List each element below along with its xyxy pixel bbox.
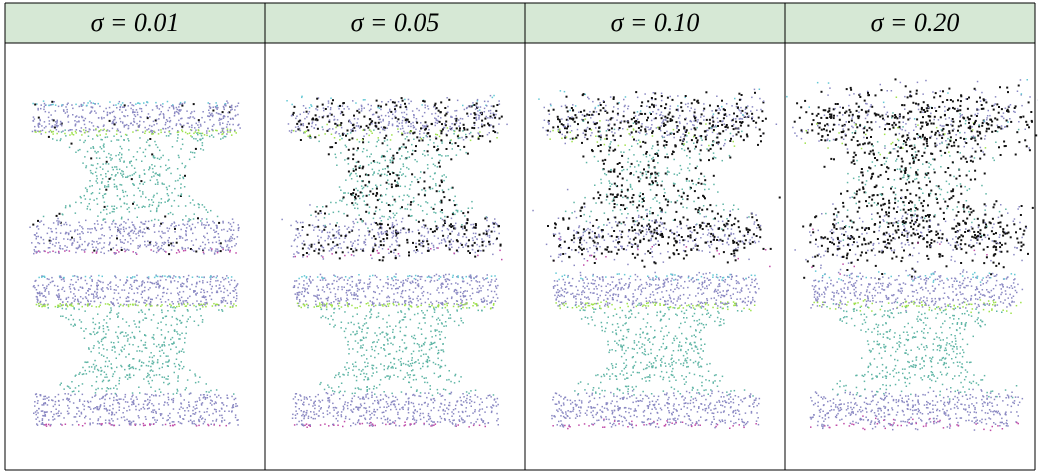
noisy-point-cloud (281, 95, 507, 262)
noisy-point-cloud (779, 78, 1038, 280)
comparison-table: σ = 0.01 σ = 0.05 σ = 0.10 σ = 0.20 (0, 0, 1038, 472)
noisy-point-cloud (532, 89, 777, 268)
denoised-point-cloud (292, 273, 499, 428)
header-cell: σ = 0.20 (871, 8, 960, 37)
noisy-point-cloud (29, 100, 241, 255)
point-clouds (29, 78, 1038, 431)
denoised-point-cloud (810, 269, 1023, 431)
denoised-point-cloud (33, 275, 239, 427)
header-cell: σ = 0.01 (91, 8, 180, 37)
figure: σ = 0.01 σ = 0.05 σ = 0.10 σ = 0.20 (0, 0, 1038, 472)
table-borders (5, 3, 1035, 470)
header-cell: σ = 0.05 (351, 8, 440, 37)
denoised-point-cloud (551, 272, 760, 430)
header-cell: σ = 0.10 (611, 8, 700, 37)
